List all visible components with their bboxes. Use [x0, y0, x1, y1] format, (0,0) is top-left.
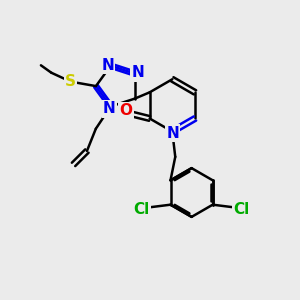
Text: S: S — [65, 74, 76, 89]
Text: N: N — [101, 58, 114, 73]
Text: Cl: Cl — [133, 202, 149, 217]
Text: N: N — [103, 101, 116, 116]
Text: N: N — [167, 126, 179, 141]
Text: Cl: Cl — [234, 202, 250, 217]
Text: N: N — [131, 65, 144, 80]
Text: O: O — [119, 103, 132, 118]
